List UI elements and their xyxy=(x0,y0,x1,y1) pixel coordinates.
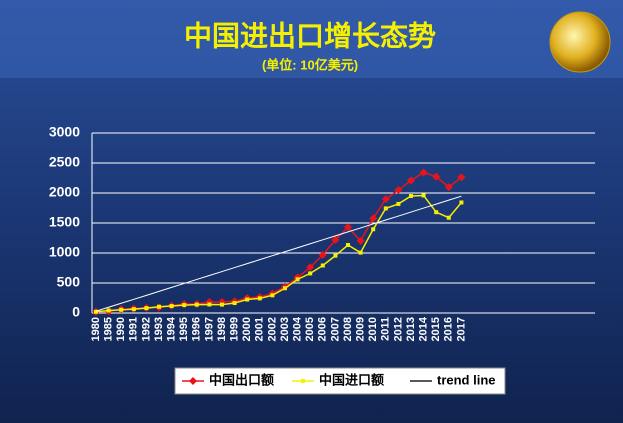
header-band xyxy=(0,0,623,78)
legend-marker xyxy=(301,379,305,383)
point xyxy=(157,304,161,309)
legend: 中国出口额 中国进口额 trend line xyxy=(182,372,496,387)
x-tick-label: 2008 xyxy=(342,317,354,341)
x-tick-label: 1998 xyxy=(216,317,228,341)
x-tick-label: 2017 xyxy=(455,317,467,341)
point xyxy=(434,210,439,215)
point xyxy=(356,236,365,245)
point xyxy=(220,302,224,307)
point xyxy=(106,308,111,313)
x-tick-label: 2015 xyxy=(430,317,442,341)
x-tick-label: 2011 xyxy=(380,317,392,341)
point xyxy=(459,200,464,205)
point xyxy=(383,206,388,211)
y-tick-label: 0 xyxy=(72,304,80,320)
x-tick-label: 2002 xyxy=(266,317,278,341)
point xyxy=(371,227,376,232)
legend-marker xyxy=(189,377,197,385)
point xyxy=(144,306,149,311)
x-tick-label: 1994 xyxy=(166,316,178,341)
point xyxy=(369,214,378,223)
x-tick-label: 2016 xyxy=(443,317,455,341)
point xyxy=(358,250,363,255)
point xyxy=(446,215,451,220)
point xyxy=(257,296,262,301)
series-line xyxy=(95,195,462,312)
x-tick-label: 1991 xyxy=(128,317,140,341)
x-tick-label: 2012 xyxy=(392,317,404,341)
x-tick-label: 1996 xyxy=(191,317,203,341)
y-tick-label: 2000 xyxy=(49,184,80,200)
point xyxy=(394,186,403,195)
x-tick-label: 2013 xyxy=(405,317,417,341)
point xyxy=(283,286,287,291)
x-tick-label: 1995 xyxy=(178,317,190,341)
x-tick-label: 1992 xyxy=(140,317,152,341)
x-tick-label: 2014 xyxy=(418,316,430,341)
point xyxy=(295,277,300,282)
x-tick-label: 2003 xyxy=(279,317,291,341)
point xyxy=(407,176,415,185)
x-tick-label: 1985 xyxy=(103,317,115,341)
point xyxy=(320,263,325,268)
y-tick-label: 500 xyxy=(57,274,81,290)
x-tick-label: 1993 xyxy=(153,317,165,341)
point xyxy=(344,223,352,232)
legend-label: 中国进口额 xyxy=(319,372,384,387)
legend-box xyxy=(174,367,506,395)
point xyxy=(318,250,327,259)
x-tick-label: 1980 xyxy=(90,317,102,341)
point xyxy=(381,195,390,204)
point xyxy=(346,243,350,248)
y-tick-label: 1000 xyxy=(49,244,80,260)
x-tick-label: 2005 xyxy=(304,317,316,341)
point xyxy=(432,172,441,181)
point xyxy=(444,183,453,192)
point xyxy=(308,271,313,276)
series-line xyxy=(95,194,462,313)
x-tick-label: 1990 xyxy=(115,317,127,341)
point xyxy=(421,193,426,198)
x-tick-label: 2000 xyxy=(241,317,253,341)
chart-subtitle: (单位: 10亿美元) xyxy=(262,57,358,72)
x-tick-label: 2006 xyxy=(317,317,329,341)
x-tick-label: 1999 xyxy=(229,317,241,341)
x-tick-label: 2007 xyxy=(329,317,341,341)
point xyxy=(182,303,187,308)
legend-label: trend line xyxy=(437,372,496,387)
point xyxy=(94,309,98,314)
point xyxy=(131,307,136,312)
y-tick-label: 2500 xyxy=(49,154,80,170)
x-tick-label: 2001 xyxy=(254,317,266,341)
point xyxy=(396,201,401,206)
point xyxy=(306,263,315,272)
x-tick-label: 2009 xyxy=(355,317,367,341)
legend-label: 中国出口额 xyxy=(209,372,274,387)
point xyxy=(245,297,250,302)
point xyxy=(333,253,338,258)
point xyxy=(169,304,174,309)
x-tick-label: 1997 xyxy=(203,317,215,341)
point xyxy=(419,168,428,177)
y-tick-label: 3000 xyxy=(49,124,80,140)
point xyxy=(457,173,466,182)
chart-title: 中国进出口增长态势 xyxy=(184,20,436,51)
point xyxy=(331,235,340,244)
globe-logo xyxy=(549,11,611,73)
point xyxy=(409,194,413,198)
x-tick-label: 2004 xyxy=(292,316,304,341)
point xyxy=(207,302,212,307)
x-tick-label: 2010 xyxy=(367,317,379,341)
point xyxy=(270,293,275,298)
point xyxy=(232,301,237,306)
y-tick-label: 1500 xyxy=(49,214,80,230)
point xyxy=(194,302,199,307)
point xyxy=(119,307,124,312)
